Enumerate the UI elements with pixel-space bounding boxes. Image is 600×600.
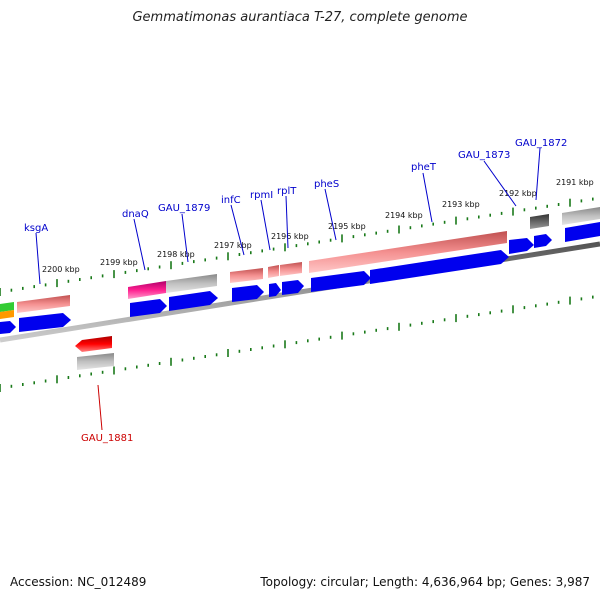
cds-arrow — [509, 238, 534, 254]
gene-leader-lines — [35, 147, 541, 431]
cds-arrow — [130, 299, 167, 317]
cds-arrow — [232, 285, 264, 302]
cds-arrow — [169, 291, 218, 311]
gene-label-GAU_1879[interactable]: GAU_1879 — [158, 203, 210, 214]
feature-pheS-pheT-rna — [309, 231, 507, 273]
gene-label-GAU_1873[interactable]: GAU_1873 — [458, 150, 510, 161]
upper-tick-ruler — [0, 197, 594, 296]
feature-infC-rna — [230, 268, 263, 283]
cds-arrow — [370, 250, 509, 284]
topology-info-text: Topology: circular; Length: 4,636,964 bp… — [260, 575, 590, 589]
gene-label-GAU_1881[interactable]: GAU_1881 — [81, 433, 133, 444]
map-title: Gemmatimonas aurantiaca T-27, complete g… — [132, 10, 468, 25]
cds-arrow — [282, 280, 304, 295]
kbp-label: 2193 kbp — [442, 200, 480, 209]
accession-text: Accession: NC_012489 — [10, 575, 147, 589]
feature-GAU_1879-gray — [166, 274, 217, 293]
kbp-label: 2197 kbp — [214, 241, 252, 250]
feature-green — [0, 302, 14, 312]
kbp-label: 2196 kbp — [271, 232, 309, 241]
cds-arrow — [311, 271, 371, 292]
feature-rplT-rna — [280, 262, 302, 276]
feature-ksgA-rna — [17, 295, 70, 313]
feature-rpmI-rna — [268, 265, 279, 278]
cds-arrow — [534, 234, 552, 248]
kbp-label: 2192 kbp — [499, 189, 537, 198]
kbp-label: 2200 kbp — [42, 265, 80, 274]
kbp-label: 2198 kbp — [157, 250, 195, 259]
cds-arrow — [565, 222, 600, 242]
gene-labels: ksgA dnaQ GAU_1879 infC rpmI rplT pheS p… — [24, 138, 567, 444]
kbp-label: 2199 kbp — [100, 258, 138, 267]
feature-orange — [0, 310, 14, 319]
feature-track-upper — [0, 207, 600, 319]
feature-GAU_1881-gray — [77, 353, 114, 370]
gene-label-rplT[interactable]: rplT — [277, 186, 297, 197]
feature-track-lower — [75, 336, 114, 370]
gene-label-rpmI[interactable]: rpmI — [250, 190, 273, 201]
gene-label-dnaQ[interactable]: dnaQ — [122, 209, 149, 220]
gene-label-pheT[interactable]: pheT — [411, 162, 437, 173]
gene-label-infC[interactable]: infC — [221, 195, 241, 206]
cds-arrow-reverse — [75, 336, 112, 352]
feature-GAU_1872-gray — [562, 207, 600, 225]
kbp-label: 2191 kbp — [556, 178, 594, 187]
cds-arrow — [19, 313, 71, 332]
genome-backbone — [0, 241, 600, 343]
gene-label-pheS[interactable]: pheS — [314, 179, 339, 190]
feature-GAU_1873-dark — [530, 214, 549, 229]
gene-label-GAU_1872[interactable]: GAU_1872 — [515, 138, 567, 149]
cds-arrow — [0, 321, 16, 334]
kbp-label: 2195 kbp — [328, 222, 366, 231]
feature-dnaQ-magenta — [128, 281, 166, 299]
gene-label-ksgA[interactable]: ksgA — [24, 223, 48, 234]
cds-arrow — [269, 283, 281, 297]
kbp-label: 2194 kbp — [385, 211, 423, 220]
cds-track-forward — [0, 222, 600, 334]
kbp-labels: 2200 kbp 2199 kbp 2198 kbp 2197 kbp 2196… — [42, 178, 594, 274]
lower-tick-ruler — [0, 295, 594, 392]
